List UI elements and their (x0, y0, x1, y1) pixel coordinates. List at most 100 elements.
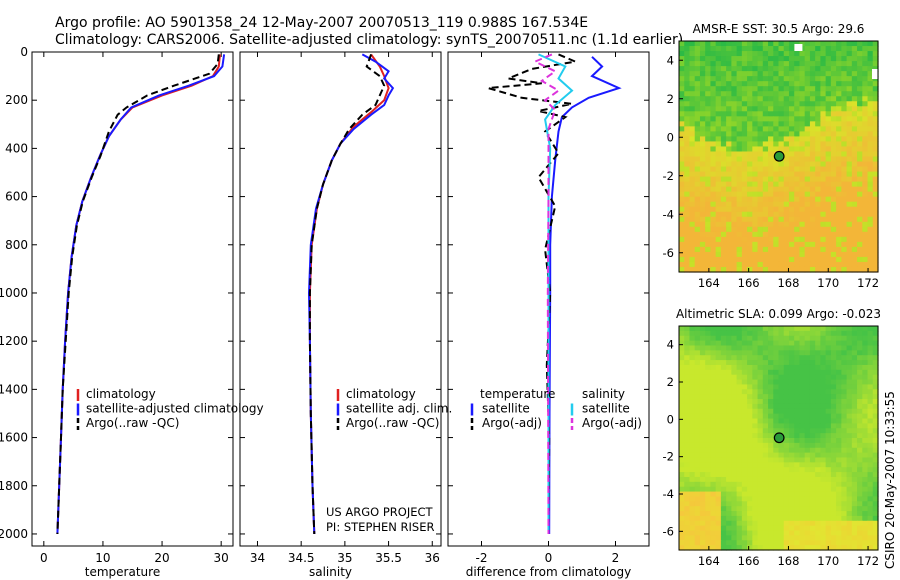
sla_map-heatmap-cell (736, 491, 743, 498)
sst_map-heatmap-cell (799, 71, 806, 77)
sla_map-heatmap-cell (820, 364, 827, 371)
sla_map-heatmap-cell (715, 501, 722, 507)
sla_map-heatmap-cell (851, 476, 858, 483)
sla_map-heatmap-cell (872, 364, 879, 371)
sst_map-heatmap-cell (872, 206, 879, 213)
sla_map-heatmap-cell (752, 350, 759, 356)
sst_map-heatmap-cell (715, 86, 722, 92)
sst_map-heatmap-cell (720, 111, 727, 117)
sst_map-heatmap-cell (694, 96, 701, 102)
sla_map-heatmap-cell (720, 360, 727, 366)
sla_map-heatmap-cell (794, 408, 801, 415)
difference-xtick-label: -2 (476, 551, 488, 565)
sst_map-heatmap-cell (684, 181, 691, 188)
sst_map-heatmap-cell (862, 206, 869, 213)
sst_map-heatmap-cell (799, 191, 806, 198)
sst_map-heatmap-cell (694, 141, 701, 148)
sst_map-heatmap-cell (815, 211, 821, 218)
sla_map-heatmap-cell (689, 462, 696, 468)
sla_map-heatmap-cell (710, 428, 717, 434)
sst_map-heatmap-cell (846, 241, 853, 248)
sla_map-heatmap-cell (752, 476, 759, 483)
sst_map-heatmap-cell (846, 201, 853, 208)
sst_map-heatmap-cell (741, 256, 748, 263)
sst_map-heatmap-cell (872, 96, 879, 102)
sla_map-heatmap-cell (836, 389, 842, 395)
sst_map-heatmap-cell (731, 61, 738, 67)
sst_map-heatmap-cell (799, 196, 806, 203)
sla_map-heatmap-cell (720, 530, 727, 536)
sst_map-heatmap-cell (862, 196, 869, 203)
sla_map-heatmap-cell (799, 345, 806, 351)
sla_map-heatmap-cell (736, 501, 743, 507)
sla_map-heatmap-cell (846, 545, 853, 551)
sla_map-heatmap-cell (788, 442, 795, 449)
difference-series-3-line (532, 53, 561, 535)
sst_map-heatmap-cell (836, 61, 842, 67)
sst_map-heatmap-cell (710, 136, 717, 143)
sst_map-heatmap-cell (736, 191, 743, 198)
sst_map-heatmap-cell (794, 266, 801, 273)
sst_map-heatmap-cell (809, 231, 816, 238)
sst_map-heatmap-cell (862, 266, 869, 273)
sst_map-heatmap-cell (736, 171, 743, 178)
sla_map-heatmap-cell (731, 525, 738, 532)
sla_map-heatmap-cell (783, 491, 790, 498)
sst_map-heatmap-cell (872, 41, 879, 47)
sst_map-heatmap-cell (872, 156, 879, 163)
sst_map-heatmap-cell (820, 116, 827, 122)
sla_map-heatmap-cell (699, 535, 706, 541)
sla_map-heatmap-cell (741, 423, 748, 429)
sla_map-heatmap-cell (768, 389, 774, 395)
sla_map-heatmap-cell (872, 540, 879, 546)
sla_map-heatmap-cell (867, 428, 874, 434)
sla_map-heatmap-cell (778, 496, 785, 502)
sst_map-heatmap-cell (846, 151, 853, 158)
sst_map-heatmap-cell (857, 51, 863, 57)
sst_map-heatmap-cell (794, 66, 801, 72)
sst_map-heatmap-cell (867, 81, 874, 87)
sla_map-heatmap-cell (815, 374, 821, 381)
sst_map-heatmap-cell (830, 176, 837, 183)
sla_map-heatmap-cell (809, 355, 816, 361)
sla_map-heatmap-cell (699, 491, 706, 498)
sla_map-heatmap-cell (694, 433, 701, 439)
sst_map-heatmap-cell (684, 71, 691, 77)
sst_map-heatmap-cell (752, 161, 759, 168)
sst_map-heatmap-cell (799, 236, 806, 243)
sla_map-heatmap-cell (783, 355, 790, 361)
sst_map-heatmap-cell (694, 146, 701, 153)
sla_map-heatmap-cell (846, 399, 853, 405)
sst_map-heatmap-cell (757, 61, 764, 67)
sla_map-heatmap-cell (689, 413, 696, 420)
sla_map-heatmap-cell (684, 496, 691, 502)
sst_map-heatmap-cell (762, 166, 769, 173)
sla_map-heatmap-cell (815, 496, 821, 502)
sst_map-heatmap-cell (862, 211, 869, 218)
sla_map-heatmap-cell (830, 491, 837, 498)
sla_map-heatmap-cell (762, 326, 769, 332)
sla_map-heatmap-cell (794, 350, 801, 356)
sst_map-heatmap-cell (851, 66, 858, 72)
sla_map-heatmap-cell (815, 413, 821, 420)
sla_map-heatmap-cell (684, 438, 691, 444)
sla_map-heatmap-cell (726, 520, 732, 527)
sla_map-heatmap-cell (731, 496, 738, 502)
sla_map-heatmap-cell (809, 374, 816, 381)
sla_map-heatmap-cell (741, 472, 748, 478)
sst_map-heatmap-cell (762, 81, 769, 87)
sst_map-heatmap-cell (851, 216, 858, 223)
sla_map-heatmap-cell (841, 530, 848, 536)
sst_map-heatmap-cell (752, 261, 759, 268)
sst_map-heatmap-cell (867, 191, 874, 198)
sla_map-heatmap-cell (857, 506, 863, 512)
sla_map-heatmap-cell (846, 457, 853, 463)
sst_map-heatmap-cell (820, 206, 827, 213)
sla_map-heatmap-cell (689, 350, 696, 356)
sst_map-heatmap-cell (846, 166, 853, 173)
sst_map-heatmap-cell (809, 81, 816, 87)
sla_map-heatmap-cell (862, 330, 869, 337)
sst_map-heatmap-cell (773, 216, 780, 223)
sst_map-heatmap-cell (710, 146, 717, 153)
sst_map-heatmap-cell (857, 56, 863, 62)
